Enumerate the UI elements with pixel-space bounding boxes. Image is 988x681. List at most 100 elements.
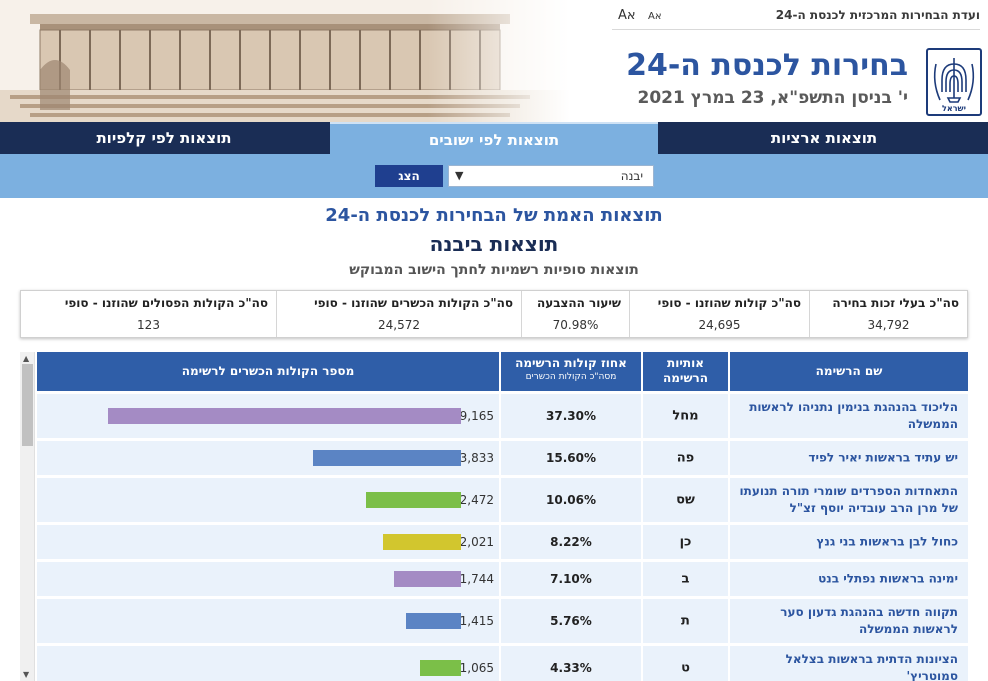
list-votes-cell: 3,833 — [37, 441, 499, 475]
table-row: יש עתיד בראשות יאיר לפיד פה 15.60% 3,833 — [37, 441, 968, 475]
column-header-letters-line1: אותיות — [667, 356, 704, 370]
list-votes: 9,165 — [459, 409, 494, 423]
column-header-votes: מספר הקולות הכשרים לרשימה — [37, 352, 499, 391]
tab-ballot-results[interactable]: תוצאות לפי קלפיות — [96, 129, 232, 147]
summary-value: 34,792 — [867, 318, 910, 332]
list-votes: 1,415 — [459, 614, 494, 628]
tab-national-results[interactable]: תוצאות ארציות — [770, 129, 878, 147]
column-header-letters: אותיות הרשימה — [643, 352, 728, 391]
summary-valid: סה"כ הקולות הכשרים שהוזנו - סופי 24,572 — [276, 291, 521, 337]
summary-label: שיעור ההצבעה — [536, 296, 621, 310]
list-name-cell: יש עתיד בראשות יאיר לפיד — [730, 441, 968, 475]
settlement-search-bar: יבנה ▼ הצג — [0, 154, 988, 198]
list-name: התאחדות הספרדים שומרי תורה תנועתו של מרן… — [739, 484, 958, 515]
list-percent-cell: 8.22% — [501, 525, 641, 559]
scroll-down-arrow-icon[interactable]: ▼ — [23, 670, 30, 679]
table-row: התאחדות הספרדים שומרי תורה תנועתו של מרן… — [37, 478, 968, 522]
tab-settlement-results[interactable]: תוצאות לפי ישובים — [330, 122, 658, 154]
list-letters: פה — [676, 450, 695, 466]
list-name-cell: הליכוד בהנהגת בנימין נתניהו לראשות הממשל… — [730, 394, 968, 438]
table-row: הליכוד בהנהגת בנימין נתניהו לראשות הממשל… — [37, 394, 968, 438]
summary-box: סה"כ בעלי זכות בחירה 34,792 סה"כ קולות ש… — [20, 290, 968, 338]
summary-invalid: סה"כ הקולות הפסולים שהוזנו - סופי 123 — [21, 291, 276, 337]
list-name: יש עתיד בראשות יאיר לפיד — [808, 450, 958, 465]
list-letters: מחל — [672, 408, 699, 424]
list-letters: ת — [681, 613, 690, 629]
summary-label: סה"כ הקולות הפסולים שהוזנו - סופי — [64, 296, 268, 310]
table-row: תקווה חדשה בהנהגת גדעון סער לראשות הממשל… — [37, 599, 968, 643]
list-percent-cell: 37.30% — [501, 394, 641, 438]
page-title: בחירות לכנסת ה-24 — [626, 48, 908, 83]
summary-label: סה"כ קולות שהוזנו - סופי — [657, 296, 801, 310]
scroll-up-arrow-icon[interactable]: ▲ — [23, 354, 30, 363]
state-emblem-icon: ישראל — [926, 48, 982, 116]
committee-title: ועדת הבחירות המרכזית לכנסת ה-24 — [775, 8, 980, 22]
list-votes: 2,472 — [459, 493, 494, 507]
font-increase-button[interactable]: Aא — [618, 8, 636, 23]
column-header-letters-line2: הרשימה — [662, 371, 709, 385]
list-name: ימינה בראשות נפתלי בנט — [818, 571, 958, 586]
list-letters: כן — [679, 534, 692, 550]
list-percent: 5.76% — [550, 614, 592, 628]
table-row: הציונות הדתית בראשות בצלאל סמוטריץ' ט 4.33… — [37, 646, 968, 681]
list-letters-cell: ט — [643, 646, 728, 681]
list-percent-cell: 15.60% — [501, 441, 641, 475]
knesset-building-image — [0, 0, 570, 122]
list-letters: ט — [681, 660, 690, 676]
table-scrollbar[interactable]: ▲ ▼ — [20, 352, 35, 681]
results-subtitle: תוצאות סופיות רשמיות לחתך הישוב המבוקש — [349, 262, 639, 278]
list-votes-cell: 2,472 — [37, 478, 499, 522]
list-percent: 7.10% — [550, 572, 592, 586]
list-name: תקווה חדשה בהנהגת גדעון סער לראשות הממשל… — [780, 605, 958, 636]
list-letters-cell: ת — [643, 599, 728, 643]
column-header-percent-line2: מסה"כ הקולות הכשרים — [525, 372, 617, 382]
summary-label: סה"כ בעלי זכות בחירה — [832, 296, 959, 310]
summary-eligible: סה"כ בעלי זכות בחירה 34,792 — [809, 291, 967, 337]
scrollbar-thumb[interactable] — [22, 364, 33, 446]
list-votes: 1,744 — [459, 572, 494, 586]
votes-bar — [313, 450, 461, 466]
list-name: הציונות הדתית בראשות בצלאל סמוטריץ' — [785, 652, 958, 681]
list-votes-cell: 1,415 — [37, 599, 499, 643]
show-button[interactable]: הצג — [375, 165, 443, 187]
list-name-cell: תקווה חדשה בהנהגת גדעון סער לראשות הממשל… — [730, 599, 968, 643]
list-name-cell: ימינה בראשות נפתלי בנט — [730, 562, 968, 596]
font-decrease-button[interactable]: Aא — [648, 11, 662, 22]
list-letters-cell: כן — [643, 525, 728, 559]
summary-value: 24,572 — [378, 318, 420, 332]
list-name-cell: התאחדות הספרדים שומרי תורה תנועתו של מרן… — [730, 478, 968, 522]
list-name: הליכוד בהנהגת בנימין נתניהו לראשות הממשל… — [749, 400, 958, 431]
column-header-percent-line1: אחוז קולות הרשימה — [515, 356, 627, 370]
list-percent-cell: 7.10% — [501, 562, 641, 596]
list-letters-cell: שס — [643, 478, 728, 522]
list-votes-cell: 2,021 — [37, 525, 499, 559]
list-votes: 2,021 — [459, 535, 494, 549]
column-header-list-name: שם הרשימה — [730, 352, 968, 391]
results-heading: תוצאות האמת של הבחירות לכנסת ה-24 — [325, 205, 663, 226]
list-votes-cell: 1,744 — [37, 562, 499, 596]
votes-bar — [383, 534, 461, 550]
summary-label: סה"כ הקולות הכשרים שהוזנו - סופי — [314, 296, 513, 310]
list-percent: 37.30% — [546, 409, 596, 423]
results-table-header: שם הרשימה אותיות הרשימה אחוז קולות הרשימ… — [37, 352, 968, 391]
city-heading: תוצאות ביבנה — [429, 232, 559, 256]
list-percent-cell: 10.06% — [501, 478, 641, 522]
votes-bar — [366, 492, 461, 508]
list-letters-cell: ב — [643, 562, 728, 596]
list-percent: 8.22% — [550, 535, 592, 549]
list-percent: 10.06% — [546, 493, 596, 507]
settlement-select[interactable]: יבנה ▼ — [448, 165, 654, 187]
list-name-cell: כחול לבן בראשות בני גנץ — [730, 525, 968, 559]
votes-bar — [394, 571, 461, 587]
table-row: כחול לבן בראשות בני גנץ כן 8.22% 2,021 — [37, 525, 968, 559]
summary-turnout: שיעור ההצבעה 70.98% — [521, 291, 629, 337]
summary-value: 24,695 — [698, 318, 741, 332]
list-percent: 15.60% — [546, 451, 596, 465]
list-name: כחול לבן בראשות בני גנץ — [816, 534, 958, 549]
votes-bar — [420, 660, 461, 676]
list-votes: 1,065 — [459, 661, 494, 675]
list-letters: ב — [681, 571, 690, 587]
table-row: ימינה בראשות נפתלי בנט ב 7.10% 1,744 — [37, 562, 968, 596]
settlement-select-value: יבנה — [620, 169, 643, 183]
list-letters-cell: מחל — [643, 394, 728, 438]
